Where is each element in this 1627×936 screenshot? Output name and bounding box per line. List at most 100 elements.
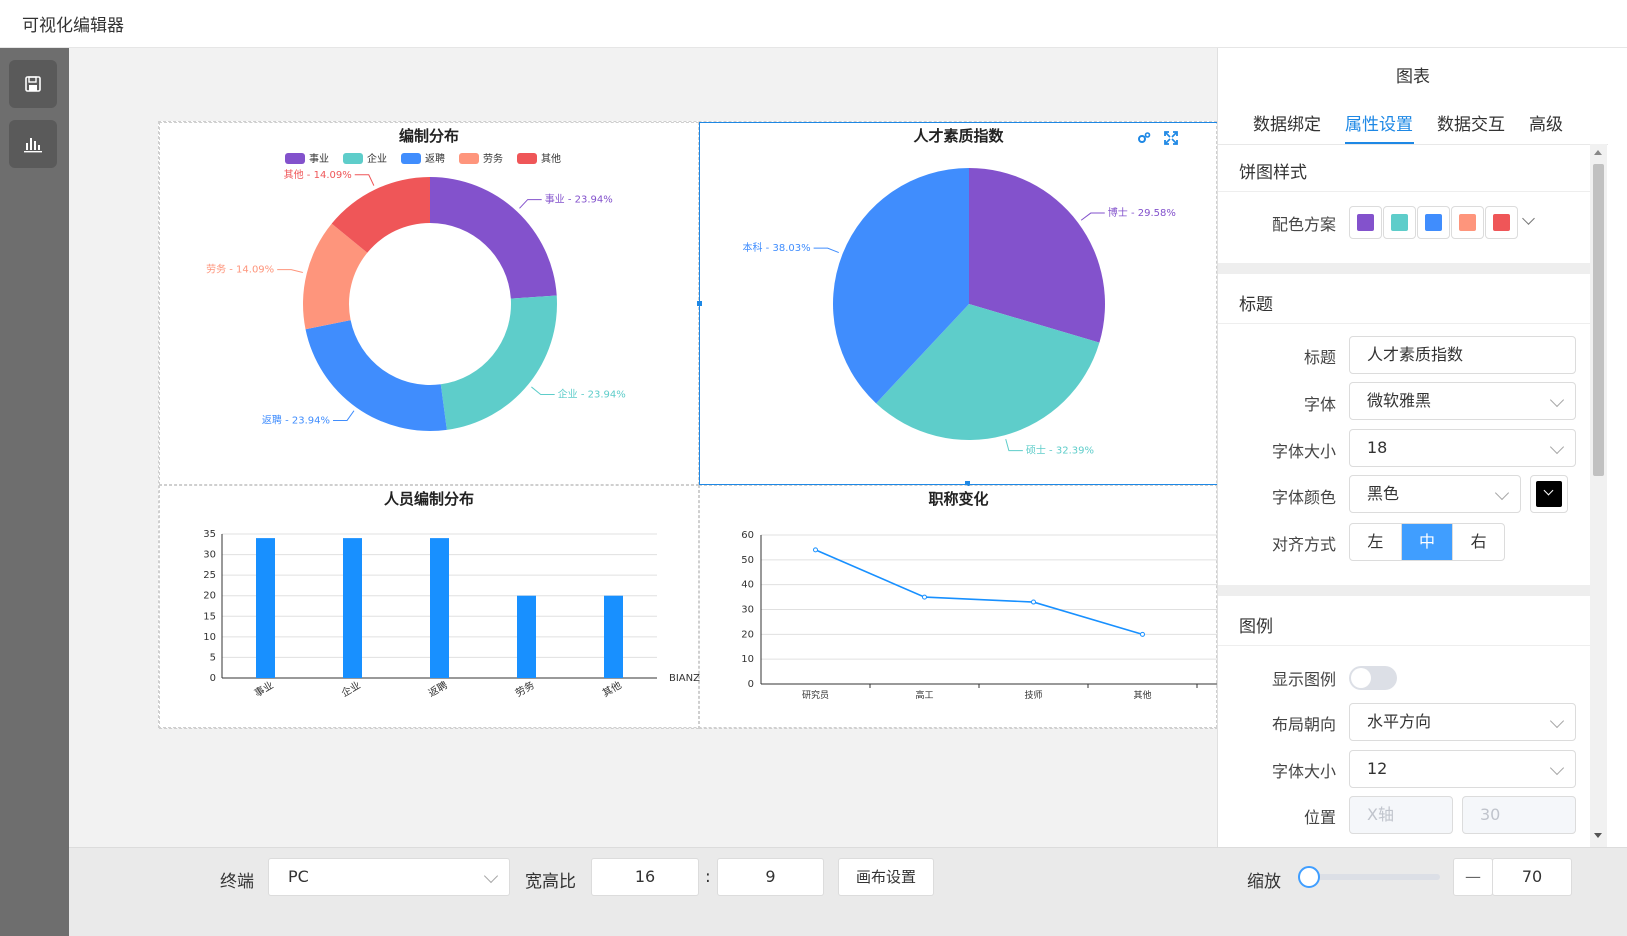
resize-handle[interactable]: [697, 301, 702, 306]
canvas-area: 编制分布 事业 企业 返聘 劳务 其他 事业 - 23.94% 企业 - 23.94% 返聘 …: [69, 48, 1217, 877]
layout-select[interactable]: 水平方向: [1349, 703, 1576, 741]
chart-card-talent[interactable]: 人才素质指数 博士 - 29.58% 硕士 - 32.39% 本科 - 38.03%: [697, 122, 1217, 486]
color-swatch[interactable]: [1349, 206, 1382, 239]
zoom-input[interactable]: 70: [1492, 858, 1572, 896]
data-point: [1140, 631, 1145, 637]
layout-value: 水平方向: [1367, 712, 1432, 731]
section-gap: [1218, 585, 1590, 596]
pie-chart: 博士 - 29.58% 硕士 - 32.39% 本科 - 38.03%: [743, 168, 1176, 457]
bar: [604, 595, 623, 678]
save-icon: [25, 76, 41, 92]
bar: [343, 538, 362, 678]
color-chip: [1459, 214, 1476, 231]
y-tick-label: 10: [741, 654, 754, 665]
color-picker[interactable]: [1530, 475, 1568, 513]
save-button[interactable]: [9, 60, 57, 108]
panel-scrollbar[interactable]: [1590, 144, 1607, 877]
chevron-down-icon[interactable]: [1522, 212, 1535, 225]
legend-label: 返聘: [425, 152, 445, 165]
y-tick-label: 50: [741, 555, 754, 566]
align-center-button[interactable]: 中: [1401, 524, 1454, 560]
position-x-input[interactable]: X轴: [1349, 796, 1453, 834]
leader-line: [531, 386, 555, 396]
y-tick-label: 5: [210, 652, 216, 663]
data-point: [1031, 599, 1036, 605]
ratio-width-input[interactable]: 16: [591, 858, 699, 896]
chart-card-staffing[interactable]: 编制分布 事业 企业 返聘 劳务 其他 事业 - 23.94% 企业 - 23.94% 返聘 …: [159, 122, 699, 485]
section-pie-style: 饼图样式: [1239, 163, 1307, 183]
position-label: 位置: [1303, 808, 1336, 827]
color-chip: [1425, 214, 1442, 231]
x-tick-label: 技师: [1024, 689, 1042, 701]
canvas-settings-button[interactable]: 画布设置: [838, 858, 934, 896]
y-tick-label: 40: [741, 580, 754, 591]
y-tick-label: 0: [748, 679, 754, 690]
color-chip: [1493, 214, 1510, 231]
ratio-height-input[interactable]: 9: [717, 858, 824, 896]
legend-font-size-select[interactable]: 12: [1349, 750, 1576, 788]
align-right-button[interactable]: 右: [1470, 532, 1487, 551]
font-label: 字体: [1303, 395, 1336, 414]
divider: [1218, 323, 1590, 324]
align-left-button[interactable]: 左: [1350, 524, 1402, 560]
data-point: [922, 594, 927, 600]
font-color-value: 黑色: [1367, 484, 1400, 503]
tab-advanced[interactable]: 高级: [1529, 115, 1563, 135]
resize-handle[interactable]: [965, 481, 970, 486]
y-tick-label: 0: [210, 673, 216, 684]
x-tick-label: 其他: [1133, 689, 1151, 701]
title-input[interactable]: 人才素质指数: [1349, 336, 1576, 374]
color-swatch[interactable]: [1485, 206, 1518, 239]
y-tick-label: 60: [741, 530, 754, 541]
font-value: 微软雅黑: [1367, 391, 1432, 410]
divider: [1218, 645, 1590, 646]
font-color-select[interactable]: 黑色: [1349, 475, 1521, 513]
color-swatch[interactable]: [1417, 206, 1450, 239]
settings-icon[interactable]: [1137, 131, 1151, 145]
position-y-input[interactable]: 30: [1462, 796, 1576, 834]
tab-data-interaction[interactable]: 数据交互: [1437, 115, 1505, 135]
zoom-decrease-button[interactable]: —: [1453, 858, 1493, 896]
zoom-slider[interactable]: [1297, 866, 1440, 888]
chart-button[interactable]: [9, 120, 57, 168]
font-size-label: 字体大小: [1271, 442, 1336, 461]
show-legend-toggle[interactable]: [1349, 666, 1397, 690]
color-swatch[interactable]: [1383, 206, 1416, 239]
line-chart: 0 10 20 30 40 50 60 研究员 高工 技师 其他: [741, 530, 1217, 701]
bar: [430, 538, 449, 678]
font-size-value: 18: [1367, 438, 1388, 457]
dashboard-canvas: 编制分布 事业 企业 返聘 劳务 其他 事业 - 23.94% 企业 - 23.94% 返聘 …: [158, 121, 1217, 729]
chart-card-title-change[interactable]: 职称变化 0 10 20 30 40 50 60 研究员 高工 技师 其他: [699, 485, 1217, 729]
x-tick-label: 企业: [339, 678, 363, 699]
chart-title: 人员编制分布: [383, 490, 474, 508]
tab-data-binding[interactable]: 数据绑定: [1253, 115, 1321, 135]
scroll-thumb[interactable]: [1593, 164, 1604, 476]
font-select[interactable]: 微软雅黑: [1349, 382, 1576, 420]
chart-title: 人才素质指数: [913, 127, 1004, 145]
x-tick-label: 劳务: [513, 678, 537, 699]
legend-swatch: [459, 153, 479, 164]
chevron-down-icon: [1543, 485, 1554, 496]
color-swatch[interactable]: [1451, 206, 1484, 239]
fullscreen-icon[interactable]: [1164, 131, 1178, 145]
y-tick-label: 25: [203, 570, 216, 581]
zoom-knob[interactable]: [1297, 866, 1320, 888]
x-tick-label: 研究员: [802, 689, 829, 701]
terminal-select[interactable]: PC: [268, 858, 510, 896]
leader-line: [1005, 438, 1023, 452]
section-title: 标题: [1239, 295, 1273, 315]
font-size-select[interactable]: 18: [1349, 429, 1576, 467]
leader-line: [1080, 212, 1105, 221]
scroll-up-icon[interactable]: [1594, 150, 1602, 155]
tab-property-settings[interactable]: 属性设置: [1345, 115, 1413, 135]
terminal-value: PC: [288, 867, 309, 886]
pie-slice: [305, 320, 447, 431]
pie-label: 硕士 - 32.39%: [1026, 444, 1094, 457]
bar: [517, 595, 536, 678]
legend-font-size-label: 字体大小: [1271, 762, 1336, 781]
chart-card-staff-bar[interactable]: 人员编制分布 0 5 10 15 20 25 30 35 事业 企业 返聘 劳务 其他 BIANZ: [159, 485, 700, 729]
color-scheme-label: 配色方案: [1271, 215, 1336, 234]
toggle-knob: [1351, 668, 1371, 688]
scroll-down-icon[interactable]: [1594, 833, 1602, 838]
